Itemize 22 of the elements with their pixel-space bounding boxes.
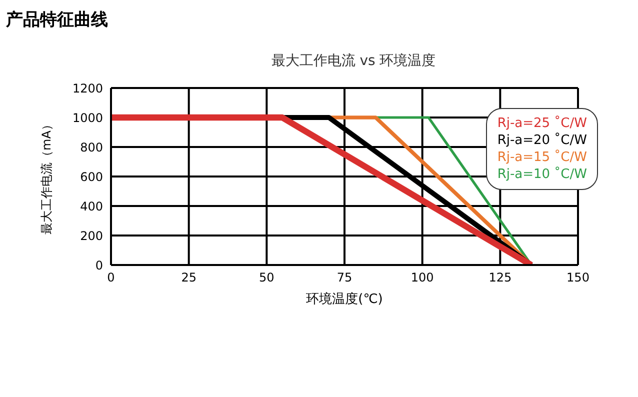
y-tick-label: 800 xyxy=(80,140,103,154)
y-axis-title: 最大工作电流（mA） xyxy=(39,118,54,234)
x-tick-label: 75 xyxy=(336,270,352,285)
y-tick-label: 0 xyxy=(95,258,103,272)
text: Rj-a=15 ˚C/W xyxy=(497,149,587,166)
y-tick-label: 1200 xyxy=(72,81,103,96)
series-label: Rj-a=10 ˚C/W xyxy=(497,166,587,183)
x-tick-label: 150 xyxy=(566,270,590,285)
x-tick-label: 125 xyxy=(488,270,512,285)
chart-subtitle: 最大工作电流 vs 环境温度 xyxy=(270,52,437,70)
x-tick-label: 100 xyxy=(410,270,434,285)
x-axis-title: 环境温度(℃) xyxy=(306,291,383,307)
chart-title: 产品特征曲线 xyxy=(6,9,108,31)
x-tick-label: 50 xyxy=(259,270,274,285)
x-tick-label: 0 xyxy=(107,270,115,285)
x-tick-label: 25 xyxy=(181,270,196,285)
text: Rj-a=20 ˚C/W xyxy=(497,132,587,149)
y-tick-label: 200 xyxy=(80,228,103,243)
y-tick-label: 400 xyxy=(80,199,103,214)
text: Rj-a=25 ˚C/W xyxy=(497,115,587,132)
y-tick-label: 600 xyxy=(80,170,103,184)
y-tick-label: 1000 xyxy=(72,110,103,125)
